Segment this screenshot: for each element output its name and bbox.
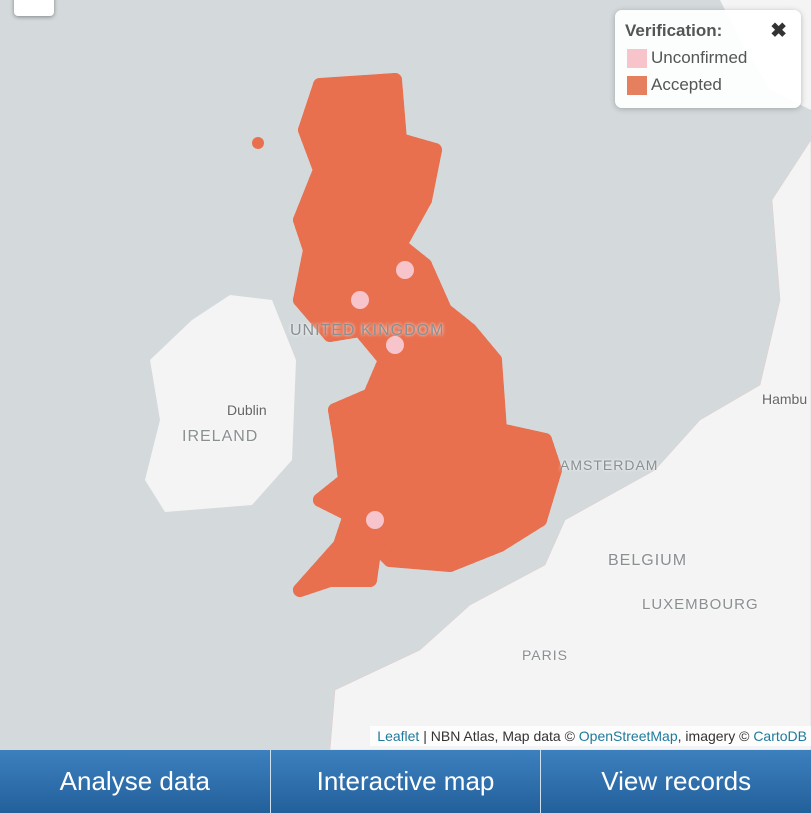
record-dot [343, 76, 357, 90]
record-dot [419, 556, 433, 570]
continent-land [329, 139, 811, 750]
unconfirmed-record-dot [396, 261, 414, 279]
label-belgium: BELGIUM [608, 552, 688, 569]
legend-title: Verification: [625, 21, 723, 40]
record-dot [388, 73, 402, 87]
unconfirmed-record-dot [386, 336, 404, 354]
openstreetmap-link[interactable]: OpenStreetMap [578, 728, 678, 744]
unconfirmed-record-dot [351, 291, 369, 309]
record-dot [252, 137, 264, 149]
label-amsterdam: AMSTERDAM [560, 457, 659, 473]
label-hamburg: Hambu [762, 391, 808, 407]
record-dot [431, 557, 445, 571]
record-dot [317, 556, 331, 570]
record-dot [489, 367, 503, 381]
label-luxembourg: LUXEMBOURG [642, 596, 759, 613]
analyse-data-button[interactable]: Analyse data [0, 750, 271, 813]
record-dot [488, 353, 502, 367]
record-dot [395, 554, 409, 568]
label-paris: PARIS [522, 647, 568, 663]
record-dot [358, 75, 372, 89]
record-dot [390, 97, 404, 111]
verification-legend: Verification: ✖ Unconfirmed Accepted [615, 10, 801, 108]
zoom-control[interactable] [14, 0, 54, 16]
record-dot [392, 121, 406, 135]
record-dot [391, 109, 405, 123]
map-attribution: Leaflet | NBN Atlas, Map data © OpenStre… [370, 726, 811, 746]
record-dot [407, 555, 421, 569]
record-dot [310, 87, 324, 101]
legend-item-unconfirmed: Unconfirmed [627, 48, 747, 68]
cartodb-link[interactable]: CartoDB [753, 728, 807, 744]
interactive-map-button[interactable]: Interactive map [270, 750, 542, 813]
view-records-button[interactable]: View records [541, 750, 811, 813]
unconfirmed-record-dot [366, 511, 384, 529]
record-dot [373, 74, 387, 88]
record-dot [309, 565, 323, 579]
record-dot [328, 77, 342, 91]
legend-item-accepted: Accepted [627, 75, 722, 95]
map-canvas[interactable] [0, 0, 811, 750]
record-dot [491, 395, 505, 409]
close-icon[interactable]: ✖ [770, 20, 787, 42]
record-dot [389, 85, 403, 99]
ireland-land [145, 295, 296, 512]
label-ireland: IRELAND [182, 428, 259, 445]
leaflet-link[interactable]: Leaflet [377, 728, 420, 744]
record-dot [325, 547, 339, 561]
record-dot [301, 574, 315, 588]
record-dot [490, 381, 504, 395]
occurrence-records [252, 73, 562, 597]
record-dot [492, 409, 506, 423]
action-bar: Analyse data Interactive map View record… [0, 750, 811, 813]
unconfirmed-swatch [627, 48, 647, 68]
record-dot [443, 558, 457, 572]
label-dublin: Dublin [227, 402, 267, 418]
record-dot [293, 583, 307, 597]
accepted-swatch [627, 75, 647, 95]
label-uk: UNITED KINGDOM [290, 322, 445, 339]
